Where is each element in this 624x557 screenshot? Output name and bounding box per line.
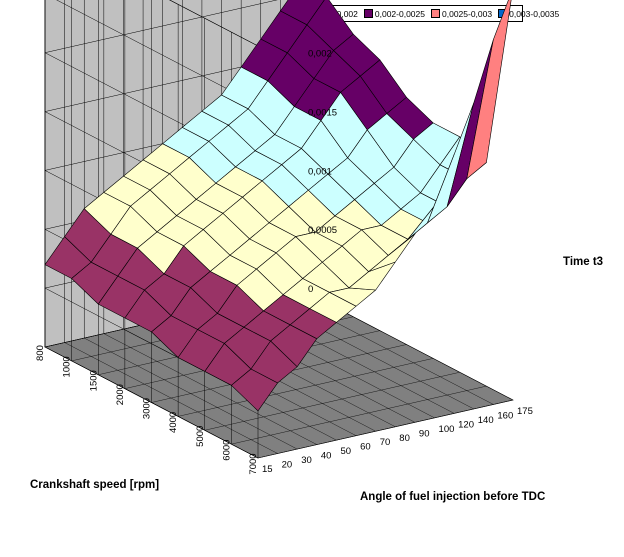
floor-gridline bbox=[231, 385, 487, 445]
angle-tick-label: 90 bbox=[419, 428, 430, 439]
angle-tick-label: 80 bbox=[399, 433, 410, 444]
z-gridline bbox=[169, 0, 259, 47]
speed-tick-label: 6000 bbox=[221, 440, 232, 461]
z-tick-label: 0,001 bbox=[308, 166, 332, 177]
z-gridline bbox=[56, 0, 259, 106]
z-tick-label: 0 bbox=[308, 284, 313, 295]
floor-gridline bbox=[178, 358, 434, 417]
z-tick-label: 0,0015 bbox=[308, 107, 337, 118]
z-tick-label: 0,002 bbox=[308, 49, 332, 60]
floor-gridline bbox=[204, 372, 460, 431]
z-axis-label: Time t3 bbox=[563, 256, 603, 268]
angle-tick-label: 100 bbox=[439, 424, 455, 435]
speed-tick-label: 2000 bbox=[115, 384, 126, 405]
legend-entry: 0,0025-0,003 bbox=[431, 9, 492, 19]
angle-tick-label: 40 bbox=[321, 451, 332, 462]
z-tick-label: 0,0025 bbox=[308, 0, 337, 1]
legend-label: 0,0025-0,003 bbox=[442, 8, 493, 19]
speed-tick-label: 7000 bbox=[248, 453, 259, 474]
speed-tick-label: 1000 bbox=[62, 356, 73, 377]
angle-tick-label: 60 bbox=[360, 442, 371, 453]
floor-gridline bbox=[257, 399, 514, 459]
angle-tick-label: 160 bbox=[497, 410, 513, 421]
angle-tick-label: 120 bbox=[458, 419, 474, 430]
surface-patch bbox=[280, 0, 325, 26]
angle-tick-label: 140 bbox=[478, 415, 494, 426]
legend-label: 0,003-0,0035 bbox=[509, 8, 560, 19]
legend-swatch bbox=[363, 9, 373, 18]
angle-tick-label: 175 bbox=[517, 406, 533, 417]
speed-tick-label: 4000 bbox=[168, 412, 179, 433]
speed-tick-label: 800 bbox=[35, 345, 46, 361]
speed-tick-label: 5000 bbox=[195, 426, 206, 447]
angle-tick-label: 15 bbox=[262, 464, 273, 475]
z-tick-label: 0,0005 bbox=[308, 225, 337, 236]
legend-label: 0,002-0,0025 bbox=[374, 8, 425, 19]
angle-tick-label: 30 bbox=[301, 455, 312, 466]
surface bbox=[44, 0, 512, 412]
legend-swatch bbox=[431, 9, 440, 18]
angle-tick-label: 50 bbox=[340, 446, 351, 457]
surface-patch bbox=[466, 0, 512, 179]
angle-tick-label: 70 bbox=[380, 437, 391, 448]
speed-tick-label: 3000 bbox=[142, 398, 153, 419]
speed-tick-label: 1500 bbox=[88, 370, 99, 391]
y-axis-label: Crankshaft speed [rpm] bbox=[30, 479, 159, 491]
x-axis-label: Angle of fuel injection before TDC bbox=[360, 491, 545, 503]
legend-entry: 0,002-0,0025 bbox=[363, 8, 425, 19]
angle-tick-label: 20 bbox=[282, 460, 293, 471]
